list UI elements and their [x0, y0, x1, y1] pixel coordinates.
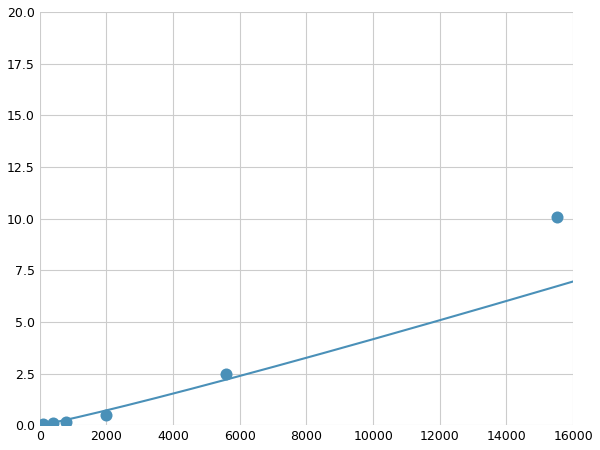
Point	[552, 213, 562, 220]
Point	[221, 370, 231, 377]
Point	[101, 411, 111, 418]
Point	[48, 419, 58, 427]
Point	[38, 421, 48, 428]
Point	[62, 418, 71, 426]
